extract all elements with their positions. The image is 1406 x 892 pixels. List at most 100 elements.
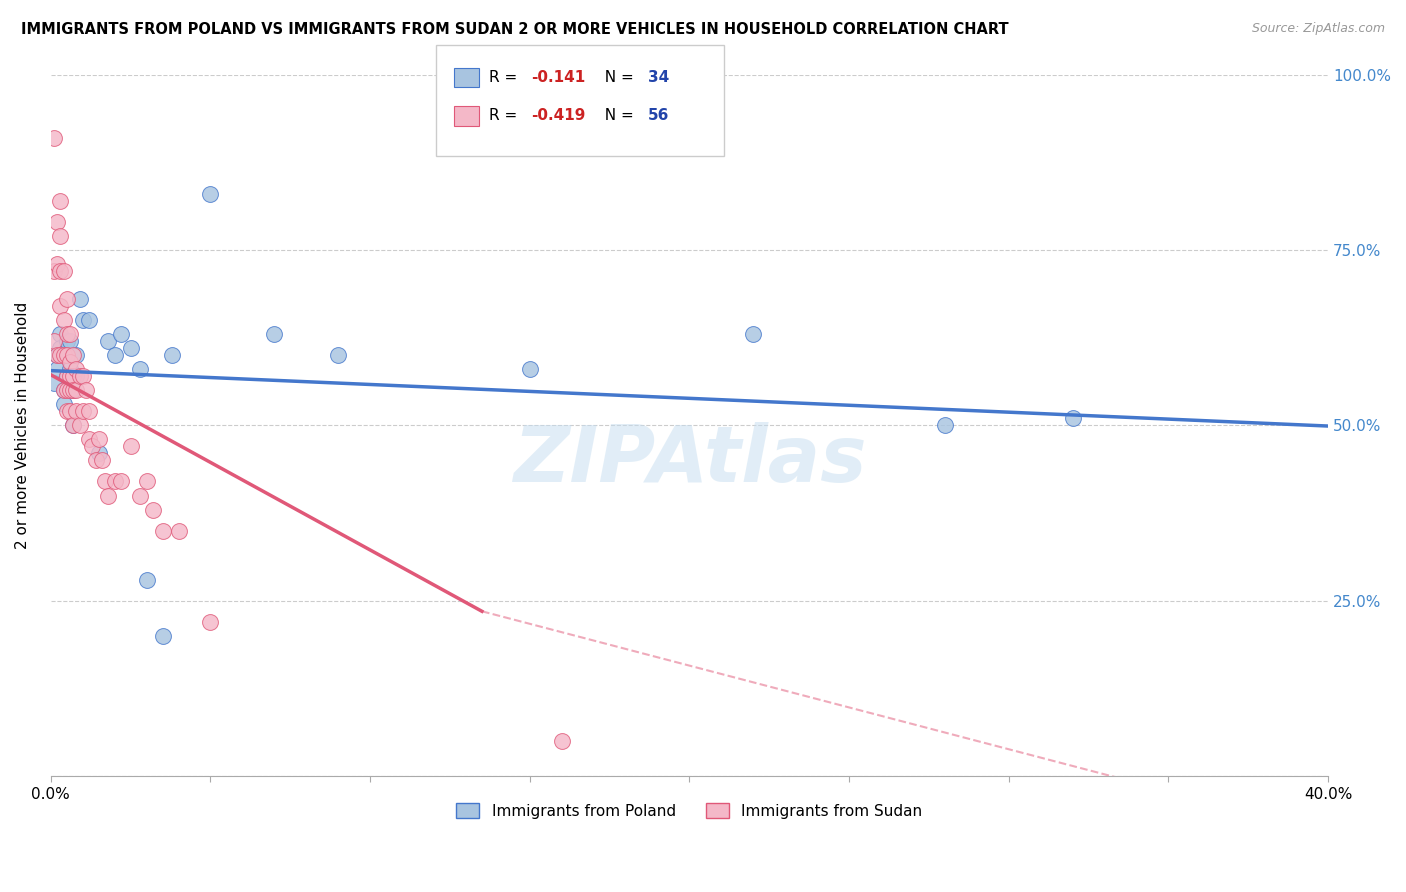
Point xyxy=(160,348,183,362)
Point xyxy=(75,384,97,398)
Point xyxy=(104,348,127,362)
Point xyxy=(59,327,82,342)
Point xyxy=(87,433,110,447)
Point xyxy=(46,257,69,271)
Point xyxy=(90,453,112,467)
Point xyxy=(69,418,91,433)
Point xyxy=(42,334,65,348)
Text: R =: R = xyxy=(489,70,523,85)
Point xyxy=(59,362,82,376)
Point xyxy=(49,228,72,243)
Text: 56: 56 xyxy=(648,109,669,123)
Point xyxy=(69,292,91,306)
Point xyxy=(62,418,84,433)
Point xyxy=(65,369,87,384)
Point xyxy=(934,418,956,433)
Point xyxy=(1062,411,1084,425)
Text: -0.141: -0.141 xyxy=(531,70,586,85)
Point xyxy=(77,433,100,447)
Point xyxy=(69,369,91,384)
Point xyxy=(65,362,87,376)
Point xyxy=(129,489,152,503)
Point xyxy=(46,348,69,362)
Point xyxy=(52,264,75,278)
Point xyxy=(65,384,87,398)
Text: 34: 34 xyxy=(648,70,669,85)
Point xyxy=(59,355,82,369)
Point xyxy=(94,475,117,489)
Point xyxy=(56,292,79,306)
Point xyxy=(152,524,174,538)
Point xyxy=(65,348,87,362)
Legend: Immigrants from Poland, Immigrants from Sudan: Immigrants from Poland, Immigrants from … xyxy=(450,797,928,825)
Point xyxy=(135,475,157,489)
Point xyxy=(104,475,127,489)
Text: R =: R = xyxy=(489,109,523,123)
Point xyxy=(742,327,765,342)
Point xyxy=(62,418,84,433)
Point xyxy=(59,384,82,398)
Point xyxy=(72,313,94,327)
Point xyxy=(46,348,69,362)
Point xyxy=(52,384,75,398)
Point xyxy=(49,348,72,362)
Point xyxy=(62,384,84,398)
Point xyxy=(49,299,72,313)
Point xyxy=(59,369,82,384)
Y-axis label: 2 or more Vehicles in Household: 2 or more Vehicles in Household xyxy=(15,301,30,549)
Point xyxy=(52,313,75,327)
Point xyxy=(65,404,87,418)
Point xyxy=(77,404,100,418)
Point xyxy=(110,327,132,342)
Point xyxy=(42,130,65,145)
Point xyxy=(52,397,75,411)
Point xyxy=(328,348,350,362)
Point xyxy=(56,334,79,348)
Point xyxy=(62,384,84,398)
Text: Source: ZipAtlas.com: Source: ZipAtlas.com xyxy=(1251,22,1385,36)
Point xyxy=(519,362,541,376)
Point xyxy=(120,439,142,453)
Point xyxy=(97,489,120,503)
Point xyxy=(49,264,72,278)
Point xyxy=(56,404,79,418)
Point xyxy=(551,734,574,748)
Point xyxy=(52,348,75,362)
Point xyxy=(84,453,107,467)
Point xyxy=(56,369,79,384)
Point xyxy=(87,446,110,460)
Point xyxy=(52,384,75,398)
Point xyxy=(120,341,142,355)
Point xyxy=(49,327,72,342)
Point xyxy=(49,194,72,208)
Point xyxy=(129,362,152,376)
Point xyxy=(82,439,104,453)
Point xyxy=(167,524,190,538)
Point xyxy=(49,341,72,355)
Point xyxy=(62,348,84,362)
Point xyxy=(56,327,79,342)
Point xyxy=(56,348,79,362)
Point xyxy=(142,502,165,516)
Point xyxy=(135,573,157,587)
Point xyxy=(42,264,65,278)
Text: IMMIGRANTS FROM POLAND VS IMMIGRANTS FROM SUDAN 2 OR MORE VEHICLES IN HOUSEHOLD : IMMIGRANTS FROM POLAND VS IMMIGRANTS FRO… xyxy=(21,22,1008,37)
Text: ZIPAtlas: ZIPAtlas xyxy=(513,423,866,499)
Point xyxy=(46,215,69,229)
Point xyxy=(62,369,84,384)
Text: N =: N = xyxy=(595,109,638,123)
Point xyxy=(56,384,79,398)
Point xyxy=(97,334,120,348)
Point xyxy=(42,376,65,391)
Point xyxy=(46,362,69,376)
Point xyxy=(110,475,132,489)
Text: -0.419: -0.419 xyxy=(531,109,586,123)
Point xyxy=(59,404,82,418)
Point xyxy=(72,369,94,384)
Point xyxy=(56,369,79,384)
Point xyxy=(72,404,94,418)
Point xyxy=(263,327,285,342)
Point xyxy=(200,615,222,629)
Point xyxy=(152,629,174,643)
Point xyxy=(200,186,222,201)
